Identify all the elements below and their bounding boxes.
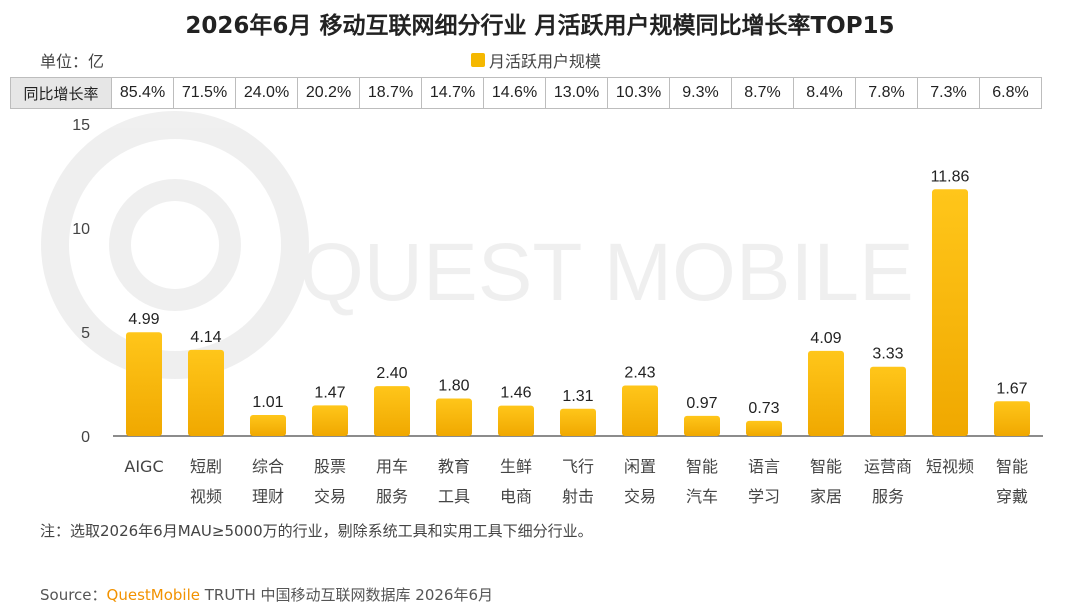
growth-rate-cell: 7.8% — [855, 77, 918, 109]
bar — [312, 405, 348, 436]
bar — [436, 398, 472, 436]
bar — [560, 408, 596, 436]
bar-value-label: 1.80 — [438, 378, 469, 395]
legend-label: 月活跃用户规模 — [489, 52, 602, 71]
bar-value-label: 3.33 — [872, 346, 903, 363]
growth-rate-cell: 71.5% — [173, 77, 236, 109]
bar-value-label: 0.73 — [748, 400, 779, 417]
watermark-text: QUEST MOBILE — [300, 227, 914, 318]
watermark: QUEST MOBILE — [41, 111, 914, 379]
bar-value-label: 11.86 — [931, 168, 970, 185]
bar-value-label: 4.09 — [810, 330, 841, 347]
bar — [374, 386, 410, 436]
bar-value-label: 2.40 — [376, 365, 407, 382]
source-brand: QuestMobile — [106, 586, 200, 604]
growth-rate-cell: 18.7% — [359, 77, 422, 109]
y-tick-label: 0 — [81, 429, 90, 446]
category-label: 生鲜 — [500, 457, 532, 476]
bar-value-label: 1.46 — [500, 385, 531, 402]
source-prefix: Source： — [40, 586, 107, 604]
category-label: 电商 — [500, 487, 532, 506]
legend-swatch — [471, 53, 485, 67]
category-label: 汽车 — [686, 487, 718, 506]
growth-rate-cell: 7.3% — [917, 77, 980, 109]
category-label: 交易 — [314, 487, 346, 506]
category-label: 综合 — [252, 457, 284, 476]
bar — [932, 189, 968, 436]
legend: 月活跃用户规模 — [471, 48, 601, 72]
category-label: 理财 — [252, 487, 284, 506]
growth-rate-header: 同比增长率 — [10, 77, 112, 109]
growth-rate-cell: 14.7% — [421, 77, 484, 109]
bar — [498, 405, 534, 436]
growth-rate-cell: 6.8% — [979, 77, 1042, 109]
category-label: AIGC — [124, 457, 163, 476]
bar — [622, 385, 658, 436]
bar — [684, 415, 720, 436]
growth-rate-row: 同比增长率 85.4% 71.5% 24.0% 20.2% 18.7% 14.7% 14.6… — [10, 77, 1042, 109]
category-label: 家居 — [810, 487, 842, 506]
category-label: 穿戴 — [996, 487, 1028, 506]
bar — [994, 401, 1030, 436]
growth-rate-cell: 8.7% — [731, 77, 794, 109]
bar — [250, 414, 286, 436]
category-label: 学习 — [748, 487, 780, 506]
source-rest: TRUTH 中国移动互联网数据库 2026年6月 — [199, 586, 494, 604]
source-line: Source：QuestMobile TRUTH 中国移动互联网数据库 2026… — [40, 584, 493, 605]
category-label: 服务 — [376, 487, 408, 506]
bar-value-label: 2.43 — [624, 364, 655, 381]
growth-rate-cell: 10.3% — [607, 77, 670, 109]
category-label: 短视频 — [926, 457, 974, 476]
category-label: 工具 — [438, 487, 470, 506]
category-label: 运营商 — [864, 457, 912, 476]
chart-title: 2026年6月 移动互联网细分行业 月活跃用户规模同比增长率TOP15 — [185, 13, 895, 39]
bar-value-label: 1.31 — [562, 388, 593, 405]
growth-rate-cell: 20.2% — [297, 77, 360, 109]
category-label: 服务 — [872, 487, 904, 506]
growth-rate-table: 同比增长率 85.4% 71.5% 24.0% 20.2% 18.7% 14.7% 14.6… — [10, 77, 1042, 109]
bar-value-label: 4.14 — [190, 329, 221, 346]
unit-label: 单位：亿 — [40, 52, 105, 71]
bar — [746, 420, 782, 436]
y-tick-label: 15 — [72, 117, 90, 134]
bar-value-label: 1.47 — [314, 384, 345, 401]
category-label: 射击 — [562, 487, 594, 506]
category-label: 语言 — [748, 457, 780, 476]
y-tick-label: 5 — [81, 325, 90, 342]
bar-value-label: 0.97 — [686, 395, 717, 412]
category-label: 智能 — [810, 457, 842, 476]
bar — [188, 349, 224, 436]
growth-rate-cell: 9.3% — [669, 77, 732, 109]
bar — [808, 350, 844, 436]
bar-value-label: 1.01 — [252, 394, 283, 411]
bar — [126, 332, 162, 436]
watermark-logo — [41, 111, 309, 379]
y-tick-label: 10 — [72, 221, 90, 238]
bar-value-label: 4.99 — [128, 311, 159, 328]
bar-value-label: 1.67 — [996, 380, 1027, 397]
category-label: 股票 — [314, 457, 346, 476]
bar — [870, 366, 906, 436]
growth-rate-cell: 14.6% — [483, 77, 546, 109]
category-label: 智能 — [996, 457, 1028, 476]
footnote: 注：选取2026年6月MAU≥5000万的行业，剔除系统工具和实用工具下细分行业… — [40, 522, 593, 540]
growth-rate-cell: 24.0% — [235, 77, 298, 109]
category-label: 智能 — [686, 457, 718, 476]
category-label: 闲置 — [624, 457, 656, 476]
category-label: 视频 — [190, 487, 222, 506]
growth-rate-cell: 13.0% — [545, 77, 608, 109]
watermark-logo-inner — [109, 179, 241, 311]
category-label: 教育 — [438, 457, 470, 476]
category-label: 飞行 — [562, 457, 594, 476]
category-label: 短剧 — [190, 457, 222, 476]
category-label: 交易 — [624, 487, 656, 506]
category-label: 用车 — [376, 457, 408, 476]
